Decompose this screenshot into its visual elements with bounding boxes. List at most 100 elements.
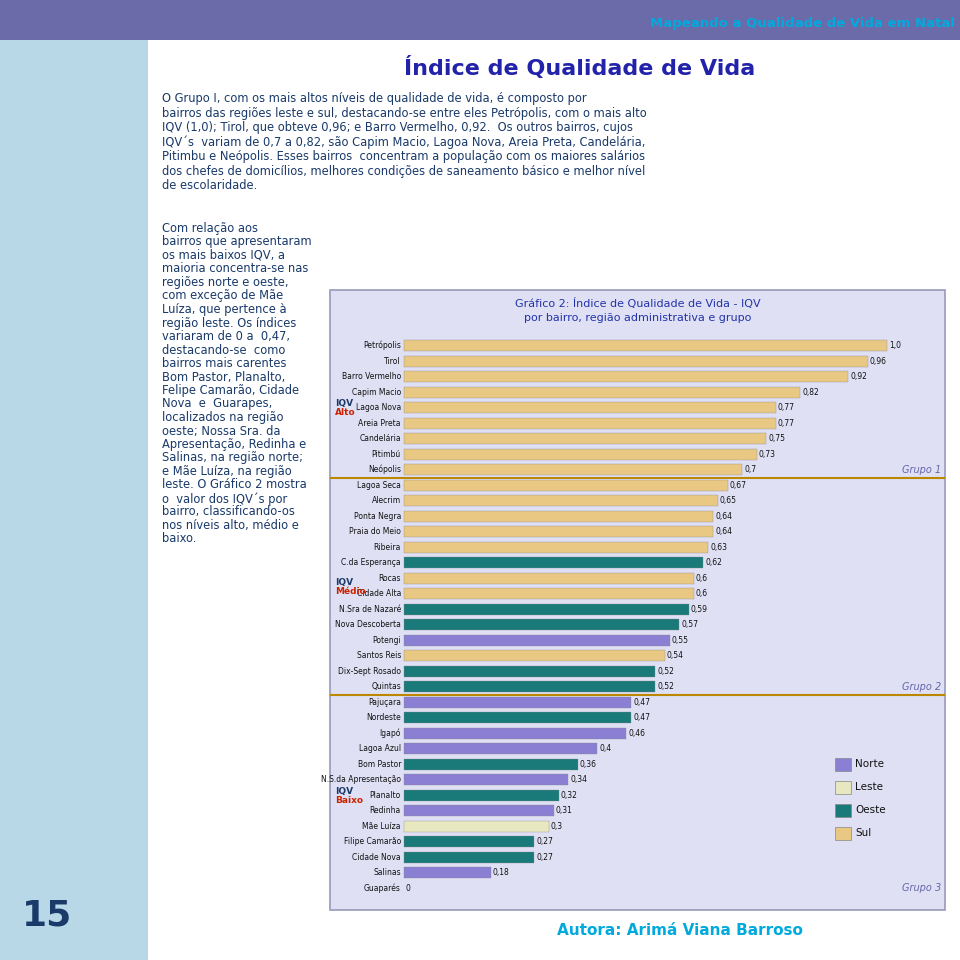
Text: Igapó: Igapó xyxy=(379,729,401,738)
Text: Neópolis: Neópolis xyxy=(368,465,401,474)
Text: 0,65: 0,65 xyxy=(720,496,737,505)
Text: bairro, classificando-os: bairro, classificando-os xyxy=(162,506,295,518)
Bar xyxy=(404,775,568,785)
Text: Dix-Sept Rosado: Dix-Sept Rosado xyxy=(338,667,401,676)
Text: Guaparés: Guaparés xyxy=(364,883,401,893)
Bar xyxy=(404,573,694,584)
Bar xyxy=(404,728,626,738)
Text: variaram de 0 a  0,47,: variaram de 0 a 0,47, xyxy=(162,330,290,343)
Text: com exceção de Mãe: com exceção de Mãe xyxy=(162,290,283,302)
Bar xyxy=(330,290,945,910)
Text: leste. O Gráfico 2 mostra: leste. O Gráfico 2 mostra xyxy=(162,478,307,492)
Text: Tirol: Tirol xyxy=(384,357,401,366)
Text: Lagoa Seca: Lagoa Seca xyxy=(357,481,401,490)
Text: 0,77: 0,77 xyxy=(778,403,795,412)
Bar xyxy=(404,402,776,413)
Bar xyxy=(404,588,694,599)
Bar xyxy=(404,836,535,847)
Text: Alto: Alto xyxy=(335,408,355,418)
Text: Nova Descoberta: Nova Descoberta xyxy=(335,620,401,629)
Bar xyxy=(835,804,851,817)
Text: 0,27: 0,27 xyxy=(537,837,553,847)
Text: 15: 15 xyxy=(22,898,72,932)
Text: Felipe Camarão, Cidade: Felipe Camarão, Cidade xyxy=(162,384,300,397)
Text: 1,0: 1,0 xyxy=(889,341,901,350)
Text: Rocas: Rocas xyxy=(378,574,401,583)
Text: Bom Pastor, Planalto,: Bom Pastor, Planalto, xyxy=(162,371,285,383)
Bar xyxy=(404,558,704,568)
Text: de escolaridade.: de escolaridade. xyxy=(162,179,257,192)
Bar xyxy=(0,0,148,960)
Text: Gráfico 2: Índice de Qualidade de Vida - IQV
por bairro, região administrativa e: Gráfico 2: Índice de Qualidade de Vida -… xyxy=(515,298,760,323)
Bar xyxy=(404,697,631,708)
Text: Planalto: Planalto xyxy=(370,791,401,800)
Text: Barro Vermelho: Barro Vermelho xyxy=(342,372,401,381)
Text: 0,62: 0,62 xyxy=(706,559,722,567)
Text: 0,31: 0,31 xyxy=(556,806,572,815)
Bar xyxy=(404,356,868,367)
Bar xyxy=(404,650,665,661)
Text: 0,7: 0,7 xyxy=(744,466,756,474)
Text: Índice de Qualidade de Vida: Índice de Qualidade de Vida xyxy=(404,56,756,79)
Bar xyxy=(404,867,491,878)
Text: Redinha: Redinha xyxy=(370,806,401,815)
Text: Bom Pastor: Bom Pastor xyxy=(357,759,401,769)
Text: Com relação aos: Com relação aos xyxy=(162,222,258,235)
Text: 0,63: 0,63 xyxy=(710,542,728,552)
Text: 0,36: 0,36 xyxy=(580,759,597,769)
Text: Pitimbú: Pitimbú xyxy=(372,449,401,459)
Text: 0,52: 0,52 xyxy=(658,667,674,676)
Text: Mapeando a Qualidade de Vida em Natal: Mapeando a Qualidade de Vida em Natal xyxy=(650,16,955,30)
Text: oeste; Nossa Sra. da: oeste; Nossa Sra. da xyxy=(162,424,280,438)
Text: 0,47: 0,47 xyxy=(633,713,650,722)
Text: Areia Preta: Areia Preta xyxy=(358,419,401,428)
Text: Salinas, na região norte;: Salinas, na região norte; xyxy=(162,451,303,465)
Text: Praia do Meio: Praia do Meio xyxy=(349,527,401,537)
Text: Grupo 1: Grupo 1 xyxy=(901,465,941,475)
Text: bairros mais carentes: bairros mais carentes xyxy=(162,357,286,370)
Text: baixo.: baixo. xyxy=(162,533,197,545)
Text: Nordeste: Nordeste xyxy=(367,713,401,722)
Text: Grupo 2: Grupo 2 xyxy=(901,682,941,692)
Text: 0,47: 0,47 xyxy=(633,698,650,707)
Text: 0: 0 xyxy=(405,884,410,893)
Text: N.Sra de Nazaré: N.Sra de Nazaré xyxy=(339,605,401,613)
Bar xyxy=(404,449,756,460)
Text: e Mãe Luíza, na região: e Mãe Luíza, na região xyxy=(162,465,292,478)
Text: Grupo 3: Grupo 3 xyxy=(901,883,941,893)
Text: Cidade Alta: Cidade Alta xyxy=(356,589,401,598)
Bar xyxy=(404,465,742,475)
Bar xyxy=(404,480,728,491)
Text: 0,54: 0,54 xyxy=(667,651,684,660)
Text: 0,6: 0,6 xyxy=(696,589,708,598)
Text: Potengi: Potengi xyxy=(372,636,401,645)
Bar xyxy=(404,666,655,677)
Bar xyxy=(404,712,631,723)
Text: 0,55: 0,55 xyxy=(672,636,688,645)
Text: maioria concentra-se nas: maioria concentra-se nas xyxy=(162,262,308,276)
Text: Capim Macio: Capim Macio xyxy=(351,388,401,396)
Bar xyxy=(404,805,554,816)
Text: 0,75: 0,75 xyxy=(768,434,785,444)
Bar xyxy=(404,758,578,770)
Text: 0,64: 0,64 xyxy=(715,527,732,537)
Bar xyxy=(404,541,708,553)
Text: 0,82: 0,82 xyxy=(802,388,819,396)
Text: destacando-se  como: destacando-se como xyxy=(162,344,285,356)
Text: Nova  e  Guarapes,: Nova e Guarapes, xyxy=(162,397,273,411)
Text: bairros das regiões leste e sul, destacando-se entre eles Petrópolis, com o mais: bairros das regiões leste e sul, destaca… xyxy=(162,107,647,119)
Text: 0,77: 0,77 xyxy=(778,419,795,428)
Text: 0,18: 0,18 xyxy=(492,868,510,877)
Text: 0,6: 0,6 xyxy=(696,574,708,583)
Text: Autora: Arimá Viana Barroso: Autora: Arimá Viana Barroso xyxy=(557,923,803,938)
Text: IQV: IQV xyxy=(335,399,353,408)
Text: C.da Esperança: C.da Esperança xyxy=(342,559,401,567)
Bar xyxy=(404,511,713,521)
Text: Sul: Sul xyxy=(855,828,872,838)
Text: 0,73: 0,73 xyxy=(758,449,776,459)
Text: dos chefes de domicílios, melhores condições de saneamento básico e melhor nível: dos chefes de domicílios, melhores condi… xyxy=(162,164,645,178)
Text: 0,32: 0,32 xyxy=(561,791,577,800)
Text: os mais baixos IQV, a: os mais baixos IQV, a xyxy=(162,249,285,262)
Text: 0,57: 0,57 xyxy=(682,620,698,629)
Text: 0,64: 0,64 xyxy=(715,512,732,520)
